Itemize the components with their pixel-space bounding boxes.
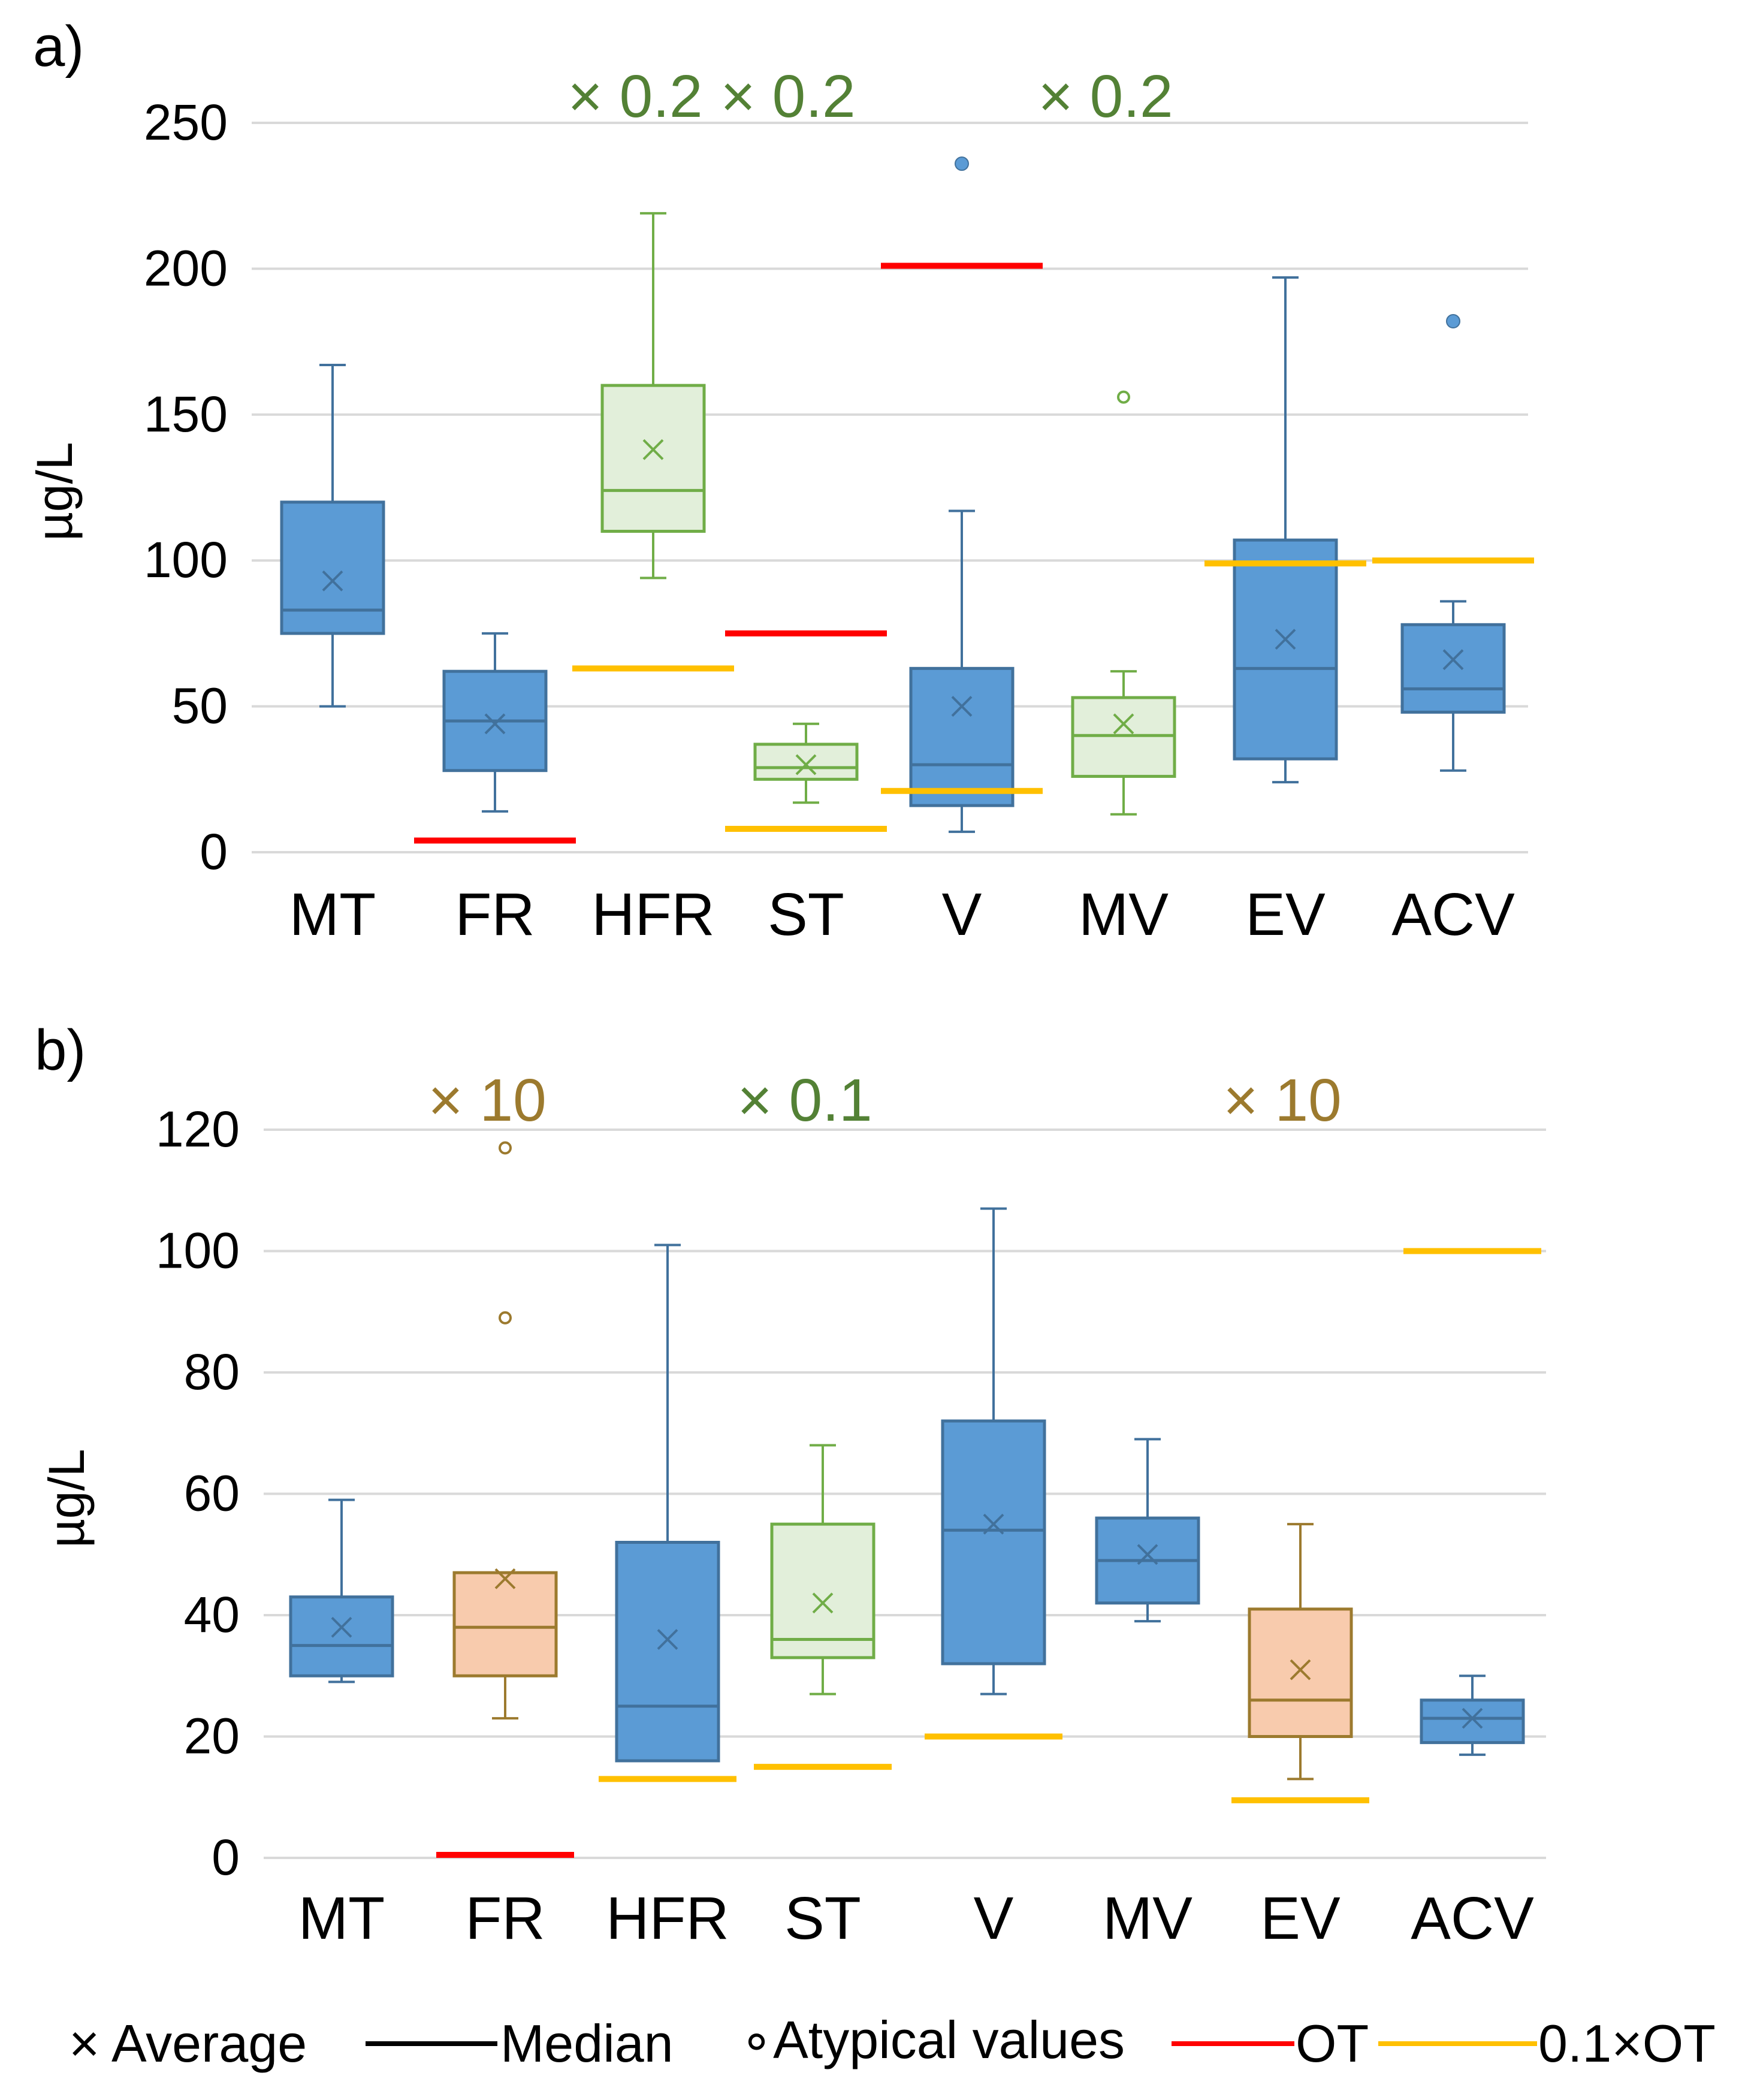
scale-annotation: × 10 [1223,1067,1341,1134]
box-body [289,1595,394,1677]
scale-annotation: × 0.2 [567,63,702,130]
y-axis-title: µg/L [26,442,83,541]
mean-marker [1442,649,1464,671]
box-fr [442,632,548,813]
x-tick-label: MV [1103,1885,1192,1952]
x-tick-label: MV [1079,881,1169,948]
box-body [1420,1698,1525,1745]
mean-marker [951,696,973,717]
mean-marker [1275,629,1296,650]
box-body [941,1419,1046,1665]
x-tick-label: MT [298,1885,385,1952]
box-body [1400,623,1506,714]
x-tick-label: MT [289,881,376,948]
outlier-point [955,156,969,171]
y-tick-label: 120 [156,1101,240,1157]
box-ev [1248,1523,1353,1781]
mean-marker [812,1592,834,1614]
box-mv [1095,1438,1200,1623]
x-tick-label: ACV [1411,1885,1534,1952]
box-acv [1400,314,1506,772]
box-mv [1071,390,1176,816]
scale-annotation: × 0.1 [737,1067,872,1134]
outlier-point [499,1311,512,1324]
legend-atypical: ∘Atypical values [740,2010,1125,2069]
y-tick-label: 0 [200,823,228,880]
box-mt [280,364,385,708]
mean-marker [795,754,817,776]
legend-ot01: 0.1×OT [1538,2014,1716,2073]
outlier-point [1446,314,1460,329]
box-ev [1233,276,1338,784]
scale-annotation: × 10 [428,1067,546,1134]
box-body [615,1541,720,1763]
outlier-point [1117,390,1130,404]
mean-marker [494,1568,516,1589]
box-body [753,743,859,781]
y-axis-title: µg/L [38,1449,95,1547]
x-tick-label: EV [1245,881,1326,948]
scale-annotation: × 0.2 [720,63,855,130]
box-v [909,156,1015,833]
y-tick-label: 40 [184,1586,240,1643]
mean-marker [322,570,343,592]
x-tick-label: HFR [606,1885,729,1952]
x-tick-label: ACV [1391,881,1515,948]
panel-label: a) [33,14,84,79]
x-tick-label: FR [455,881,535,948]
box-st [753,722,859,804]
outlier-point [499,1141,512,1155]
legend: × Average Median ∘Atypical values OT 0.1×OT [69,2010,1716,2073]
box-body [909,666,1015,807]
y-tick-label: 250 [144,94,228,150]
y-tick-label: 100 [156,1223,240,1279]
box-body [770,1522,875,1660]
box-st [770,1444,875,1695]
panel-b: b) µg/L 0 20 40 60 80 100 120 MT FR HFR ST V MV EV ACV × … [35,1018,1546,1952]
y-tick-label: 20 [184,1708,240,1764]
panel-label: b) [35,1018,86,1082]
box-v [941,1207,1046,1695]
box-body [1248,1607,1353,1738]
y-tick-label: 200 [144,240,228,296]
y-tick-label: 80 [184,1344,240,1400]
mean-marker [1462,1707,1483,1729]
mean-marker [642,439,664,460]
box-hfr [615,1244,720,1763]
y-tick-label: 50 [172,678,228,734]
x-tick-label: EV [1260,1885,1341,1952]
box-mt [289,1498,394,1683]
mean-marker [1137,1544,1158,1565]
legend-average: × Average [69,2014,307,2073]
mean-marker [484,713,506,735]
y-tick-label: 150 [144,386,228,442]
x-tick-label: FR [465,1885,545,1952]
y-tick-label: 60 [184,1465,240,1522]
y-tick-label: 100 [144,532,228,588]
box-body [452,1571,558,1677]
box-fr [452,1141,558,1720]
box-body [600,384,706,533]
x-tick-label: ST [768,881,844,948]
legend-ot: OT [1296,2014,1369,2073]
y-tick-label: 0 [212,1829,240,1885]
mean-marker [983,1513,1004,1535]
box-body [1233,538,1338,761]
box-body [280,500,385,635]
panel-a: a) µg/L 0 50 100 150 200 250 MT FR HFR ST V MV EV ACV × … [26,14,1534,948]
box-hfr [600,212,706,580]
scale-annotation: × 0.2 [1038,63,1173,130]
box-acv [1420,1674,1525,1756]
mean-marker [1113,713,1134,735]
mean-marker [657,1629,678,1650]
x-tick-label: V [942,881,982,948]
mean-marker [1290,1659,1311,1680]
legend-median: Median [500,2014,674,2073]
x-tick-label: ST [784,1885,861,1952]
x-tick-label: HFR [591,881,715,948]
x-tick-label: V [974,1885,1014,1952]
mean-marker [331,1616,352,1638]
